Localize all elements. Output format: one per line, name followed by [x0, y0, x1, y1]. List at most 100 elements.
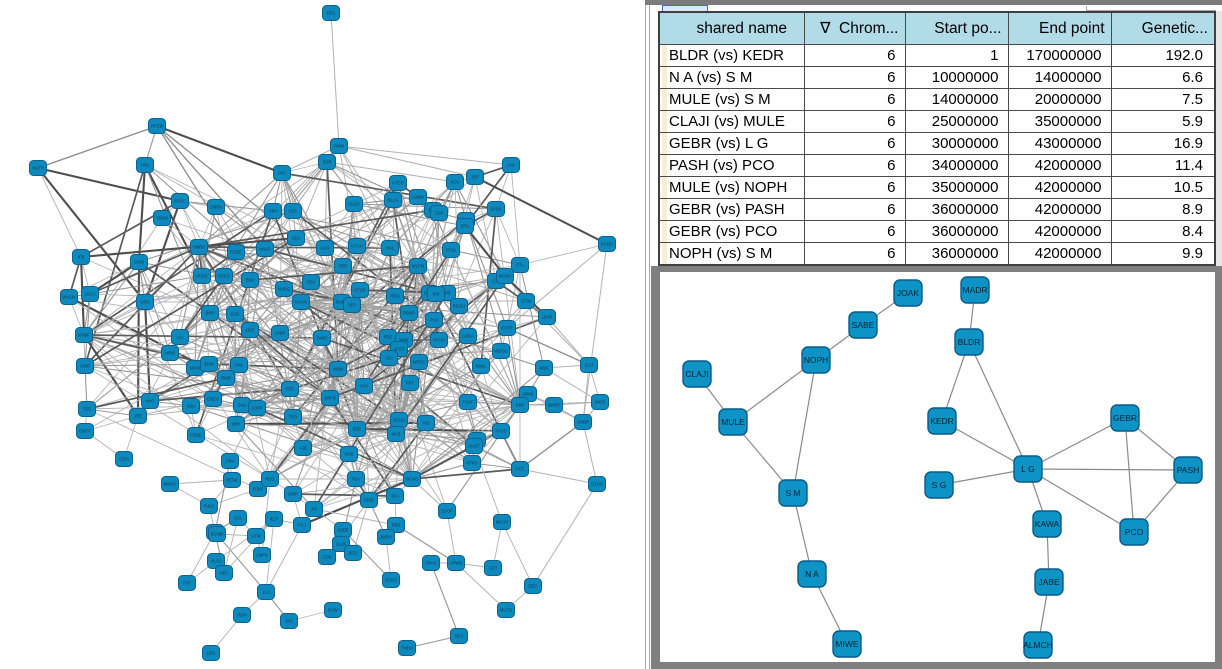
svg-text:ULJK: ULJK	[336, 542, 346, 547]
svg-text:WLFM: WLFM	[412, 264, 425, 269]
svg-text:RMR: RMR	[221, 376, 231, 381]
svg-text:EUTP: EUTP	[501, 326, 512, 331]
svg-text:KSW: KSW	[328, 608, 338, 613]
svg-text:CEIA: CEIA	[119, 457, 129, 462]
svg-text:KPMF: KPMF	[78, 333, 90, 338]
svg-text:JSO: JSO	[285, 619, 294, 624]
svg-text:LBG: LBG	[207, 651, 215, 656]
svg-text:KPWB: KPWB	[450, 561, 463, 566]
svg-text:BLDR: BLDR	[958, 337, 981, 347]
svg-text:JWOP: JWOP	[380, 535, 392, 540]
svg-text:HSI: HSI	[423, 421, 430, 426]
svg-text:AWG: AWG	[539, 366, 549, 371]
svg-text:GJO: GJO	[231, 312, 240, 317]
svg-text:UKIR: UKIR	[542, 315, 552, 320]
svg-text:GKJ: GKJ	[455, 634, 463, 639]
svg-text:IFB: IFB	[78, 255, 85, 260]
svg-text:FLUO: FLUO	[348, 202, 360, 207]
svg-text:WGKG: WGKG	[405, 477, 418, 482]
svg-text:L G: L G	[1021, 464, 1034, 474]
svg-text:PCO: PCO	[1125, 527, 1144, 537]
svg-text:NTKS: NTKS	[466, 461, 477, 466]
svg-text:SPUE: SPUE	[490, 207, 502, 212]
svg-text:JRE: JRE	[134, 414, 142, 419]
svg-text:WLB: WLB	[391, 432, 400, 437]
svg-text:UTUS: UTUS	[354, 288, 366, 293]
svg-text:EEKC: EEKC	[174, 199, 185, 204]
svg-text:UTUH: UTUH	[351, 244, 363, 249]
svg-text:ORA: ORA	[225, 459, 234, 464]
svg-text:REG: REG	[265, 477, 274, 482]
svg-text:S G: S G	[932, 480, 947, 490]
svg-text:KTCD: KTCD	[392, 181, 403, 186]
svg-text:RGGU: RGGU	[453, 304, 466, 309]
svg-text:SUR: SUR	[323, 160, 332, 165]
svg-text:RJA: RJA	[352, 477, 360, 482]
svg-text:CKGT: CKGT	[468, 444, 480, 449]
svg-text:TKSS: TKSS	[496, 429, 507, 434]
svg-text:OWL: OWL	[234, 363, 244, 368]
svg-text:PEFG: PEFG	[218, 274, 229, 279]
svg-text:FUDJ: FUDJ	[204, 504, 215, 509]
svg-text:PUSC: PUSC	[196, 274, 208, 279]
svg-text:FEF: FEF	[286, 387, 294, 392]
svg-text:EGDE: EGDE	[230, 250, 242, 255]
svg-text:KOB: KOB	[345, 452, 354, 457]
svg-text:BNA: BNA	[246, 278, 255, 283]
svg-text:IDA: IDA	[392, 494, 399, 499]
svg-text:LMFK: LMFK	[256, 553, 267, 558]
svg-text:BFE: BFE	[353, 427, 361, 432]
svg-text:TPO: TPO	[289, 415, 298, 420]
svg-text:JOP: JOP	[471, 175, 479, 180]
svg-text:NBKL: NBKL	[476, 364, 488, 369]
svg-text:GSR: GSR	[434, 211, 443, 216]
svg-text:FCT: FCT	[516, 467, 525, 472]
svg-text:PFUH: PFUH	[433, 338, 444, 343]
svg-text:WOS: WOS	[595, 400, 605, 405]
svg-text:NHT: NHT	[146, 399, 155, 404]
svg-text:JABE: JABE	[1038, 577, 1060, 587]
svg-text:PMW: PMW	[334, 144, 344, 149]
svg-text:OUTR: OUTR	[32, 166, 44, 171]
svg-text:KCBD: KCBD	[601, 242, 613, 247]
svg-text:FFJU: FFJU	[446, 248, 456, 253]
svg-text:DTW: DTW	[521, 299, 531, 304]
svg-text:UPH: UPH	[232, 422, 241, 427]
svg-text:OSEG: OSEG	[207, 397, 219, 402]
svg-text:CJK: CJK	[492, 279, 500, 284]
svg-text:CSSD: CSSD	[190, 433, 202, 438]
svg-text:NJU: NJU	[187, 404, 195, 409]
svg-text:NLLG: NLLG	[388, 198, 399, 203]
svg-text:RJF: RJF	[183, 581, 191, 586]
svg-text:SOBE: SOBE	[337, 528, 349, 533]
svg-text:RJKE: RJKE	[253, 487, 264, 492]
svg-text:DTUO: DTUO	[591, 482, 604, 487]
svg-text:NJJ: NJJ	[360, 384, 367, 389]
svg-text:HLOJ: HLOJ	[211, 559, 222, 564]
svg-text:OTL: OTL	[516, 263, 525, 268]
svg-text:EEO: EEO	[529, 584, 539, 589]
svg-text:MASI: MASI	[190, 366, 200, 371]
svg-text:PUJ: PUJ	[430, 318, 438, 323]
svg-text:KOHN: KOHN	[295, 300, 307, 305]
svg-text:RDM: RDM	[237, 613, 247, 618]
svg-text:RDO: RDO	[390, 294, 400, 299]
svg-text:MSM: MSM	[333, 367, 343, 372]
svg-text:ALMCH: ALMCH	[1023, 640, 1053, 650]
svg-text:AFOT: AFOT	[393, 347, 405, 352]
svg-text:SFP: SFP	[348, 303, 356, 308]
svg-text:OMR: OMR	[288, 492, 298, 497]
svg-text:NNJO: NNJO	[259, 247, 271, 252]
svg-text:EKM: EKM	[204, 362, 214, 367]
svg-text:MWSF: MWSF	[164, 482, 177, 487]
svg-text:JJOF: JJOF	[245, 328, 255, 333]
svg-text:ADKK: ADKK	[522, 392, 534, 397]
svg-text:ONBR: ONBR	[577, 420, 589, 425]
svg-text:IEJT: IEJT	[270, 517, 279, 522]
svg-text:HNJ: HNJ	[141, 163, 149, 168]
svg-text:MIWE: MIWE	[835, 639, 858, 649]
svg-text:WACM: WACM	[62, 295, 76, 300]
svg-text:PER: PER	[339, 264, 348, 269]
svg-text:SABE: SABE	[852, 320, 875, 330]
svg-text:WDGU: WDGU	[494, 349, 507, 354]
